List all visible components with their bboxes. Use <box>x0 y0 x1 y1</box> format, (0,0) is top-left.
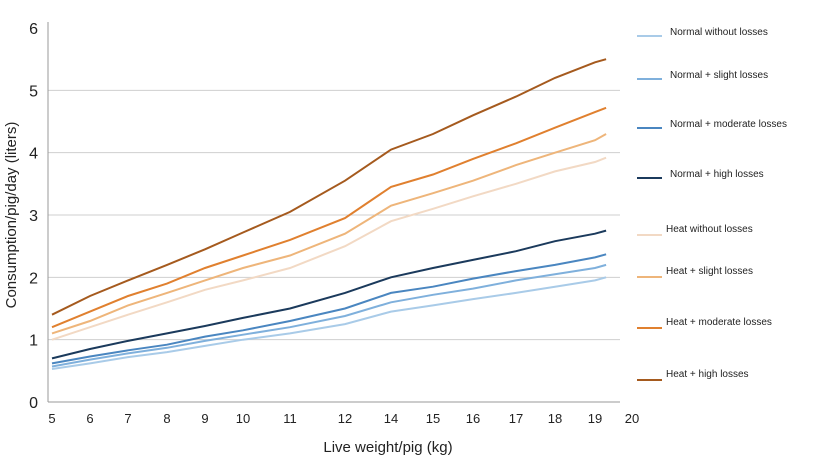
legend-label: Normal + moderate losses <box>670 119 787 130</box>
legend-label: Normal + high losses <box>670 169 764 180</box>
series-line <box>51 276 607 370</box>
y-tick-label: 0 <box>29 395 38 412</box>
x-tick-label: 8 <box>163 411 170 426</box>
series-line <box>51 156 607 341</box>
x-tick-label: 16 <box>466 411 480 426</box>
series-line <box>51 133 607 335</box>
y-tick-label: 4 <box>29 146 38 163</box>
legend-label: Normal + slight losses <box>670 70 768 81</box>
series-line <box>51 58 607 316</box>
x-tick-label: 9 <box>201 411 208 426</box>
x-tick-label: 5 <box>48 411 55 426</box>
y-tick-label: 2 <box>29 270 38 287</box>
x-tick-label: 12 <box>338 411 352 426</box>
y-tick-label: 5 <box>29 83 38 100</box>
x-tick-label: 6 <box>86 411 93 426</box>
y-axis-title: Consumption/pig/day (liters) <box>3 122 20 309</box>
series-line <box>51 106 607 329</box>
series-line <box>51 263 607 368</box>
x-tick-label: 11 <box>283 411 297 426</box>
x-tick-label: 17 <box>509 411 523 426</box>
x-tick-label: 14 <box>384 411 398 426</box>
y-tick-label: 1 <box>29 333 38 350</box>
x-tick-label: 19 <box>588 411 602 426</box>
x-tick-label: 15 <box>426 411 440 426</box>
legend-label: Heat without losses <box>666 224 753 235</box>
x-tick-label: 7 <box>124 411 131 426</box>
legend-label: Heat + slight losses <box>666 266 753 277</box>
legend-label: Heat + moderate losses <box>666 317 772 328</box>
y-tick-label: 6 <box>29 21 38 38</box>
x-tick-label: 18 <box>548 411 562 426</box>
x-axis-title: Live weight/pig (kg) <box>323 439 452 456</box>
y-tick-label: 3 <box>29 208 38 225</box>
legend-label: Normal without losses <box>670 27 768 38</box>
series-line <box>51 229 607 360</box>
legend-label: Heat + high losses <box>666 369 749 380</box>
series-line <box>51 253 607 365</box>
x-tick-label: 20 <box>625 411 639 426</box>
x-tick-label: 10 <box>236 411 250 426</box>
